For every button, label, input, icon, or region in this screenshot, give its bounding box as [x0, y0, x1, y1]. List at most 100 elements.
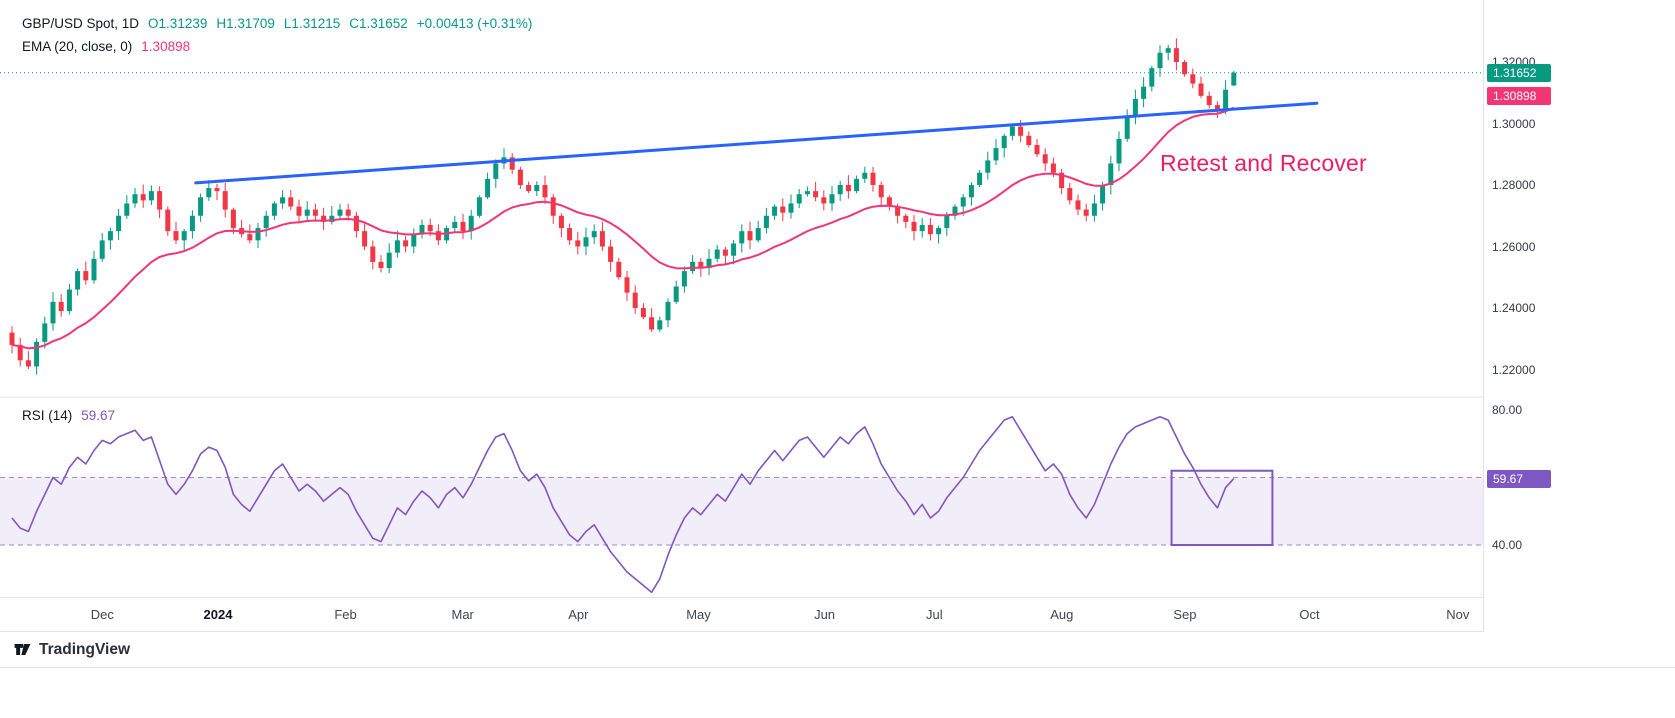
candle-body [1231, 72, 1237, 86]
change-value: +0.00413 (+0.31%) [416, 16, 533, 31]
candle-body [911, 221, 917, 232]
ohlc-low-value: L1.31215 [283, 16, 341, 31]
candle-body [263, 215, 269, 229]
ema-legend-row: EMA (20, close, 0) 1.30898 [22, 37, 532, 56]
candle-body [485, 178, 491, 198]
candle-body [977, 172, 983, 185]
candle-body [91, 258, 97, 281]
candle-body [640, 308, 646, 318]
candle-body [353, 215, 359, 232]
tradingview-brand[interactable]: TradingView [39, 640, 131, 658]
tradingview-logo-icon[interactable] [13, 640, 32, 659]
time-tick-label: Sep [1173, 607, 1197, 622]
candle-body [132, 194, 138, 204]
ohlc-close-value: C1.31652 [349, 16, 408, 31]
candle-body [198, 197, 204, 216]
candle-body [460, 221, 466, 232]
candle-body [1141, 86, 1147, 99]
candle-body [140, 194, 146, 201]
candle-body [124, 203, 130, 216]
candle-body [706, 258, 712, 269]
time-tick-label: Jul [925, 607, 943, 622]
candle-body [1182, 62, 1188, 75]
candle-body [25, 360, 31, 367]
symbol-title[interactable]: GBP/USD Spot, 1D [22, 16, 140, 31]
candle-body [936, 228, 942, 235]
candle-body [731, 243, 737, 256]
candle-body [755, 228, 761, 241]
candle-body [886, 197, 892, 207]
candle-body [34, 341, 40, 367]
candle-body [1124, 117, 1130, 139]
candle-body [854, 178, 860, 192]
candle-body [1001, 135, 1007, 149]
candle-body [1026, 135, 1032, 146]
candle-body [419, 224, 425, 235]
candle-body [427, 224, 433, 232]
ema-indicator-label[interactable]: EMA (20, close, 0) [22, 39, 133, 54]
candle-body [1116, 138, 1122, 164]
symbol-legend-row: GBP/USD Spot, 1D O1.31239 H1.31709 L1.31… [22, 14, 532, 33]
candle-body [1223, 89, 1229, 112]
candle-body [304, 209, 310, 216]
price-tick-label: 1.28000 [1492, 178, 1536, 192]
candle-body [985, 160, 991, 173]
candle-body [271, 203, 277, 216]
candle-body [542, 185, 548, 198]
candle-body [452, 221, 458, 229]
candle-body [42, 323, 48, 342]
candle-body [1173, 48, 1179, 62]
candle-body [17, 344, 23, 361]
candle-body [173, 231, 179, 241]
candle-body [804, 191, 810, 195]
candle-body [763, 215, 769, 229]
candle-body [960, 197, 966, 207]
candle-body [526, 185, 532, 192]
candle-body [895, 206, 901, 216]
candle-body [1132, 98, 1138, 118]
price-axis[interactable]: 1.31652 1.30898 59.67 1.32000 1.30000 1.28… [1483, 0, 1675, 632]
candle-body [509, 157, 515, 170]
candle-body [214, 188, 220, 192]
candle-body [1067, 188, 1073, 201]
candle-body [788, 203, 794, 213]
ohlc-open-value: O1.31239 [148, 16, 208, 31]
chart-svg[interactable] [0, 0, 1483, 597]
price-tick-label: 1.24000 [1492, 301, 1536, 315]
candle-body [157, 191, 163, 210]
candle-body [1050, 163, 1056, 173]
time-tick-label: Nov [1446, 607, 1470, 622]
time-tick-label: 2024 [203, 607, 233, 622]
rsi-band-fill [0, 477, 1483, 545]
candle-body [575, 240, 581, 247]
rsi-tick-label: 80.00 [1492, 403, 1523, 417]
candle-body [107, 231, 113, 241]
candle-body [206, 188, 212, 198]
price-tick-label: 1.22000 [1492, 362, 1536, 377]
candle-body [952, 206, 958, 216]
chart-annotation-text[interactable]: Retest and Recover [1160, 150, 1367, 176]
candle-body [534, 185, 540, 192]
candle-body [75, 271, 81, 290]
main-legend: GBP/USD Spot, 1D O1.31239 H1.31709 L1.31… [22, 14, 532, 56]
time-tick-label: Oct [1299, 607, 1320, 622]
rsi-legend-row: RSI (14) 59.67 [22, 406, 115, 425]
rsi-line [11, 415, 1235, 594]
rsi-tick-label: 40.00 [1492, 538, 1523, 552]
candle-body [288, 197, 294, 207]
candle-body [608, 246, 614, 262]
candle-body [1100, 185, 1106, 204]
candle-body [280, 197, 286, 204]
candle-body [255, 228, 261, 241]
candle-body [813, 191, 819, 198]
candle-body [583, 237, 589, 247]
last-price-badge: 1.31652 [1487, 63, 1551, 82]
candle-body [1157, 52, 1163, 69]
time-axis[interactable]: Dec 2024 Feb Mar Apr May Jun Jul Aug Sep Oct Nov [0, 597, 1675, 632]
trendline-drawing[interactable] [194, 101, 1319, 185]
candle-body [222, 191, 228, 210]
rsi-indicator-label[interactable]: RSI (14) [22, 408, 73, 423]
rsi-box-drawing[interactable] [1170, 469, 1274, 546]
candle-body [862, 172, 868, 179]
candle-body [378, 261, 384, 269]
